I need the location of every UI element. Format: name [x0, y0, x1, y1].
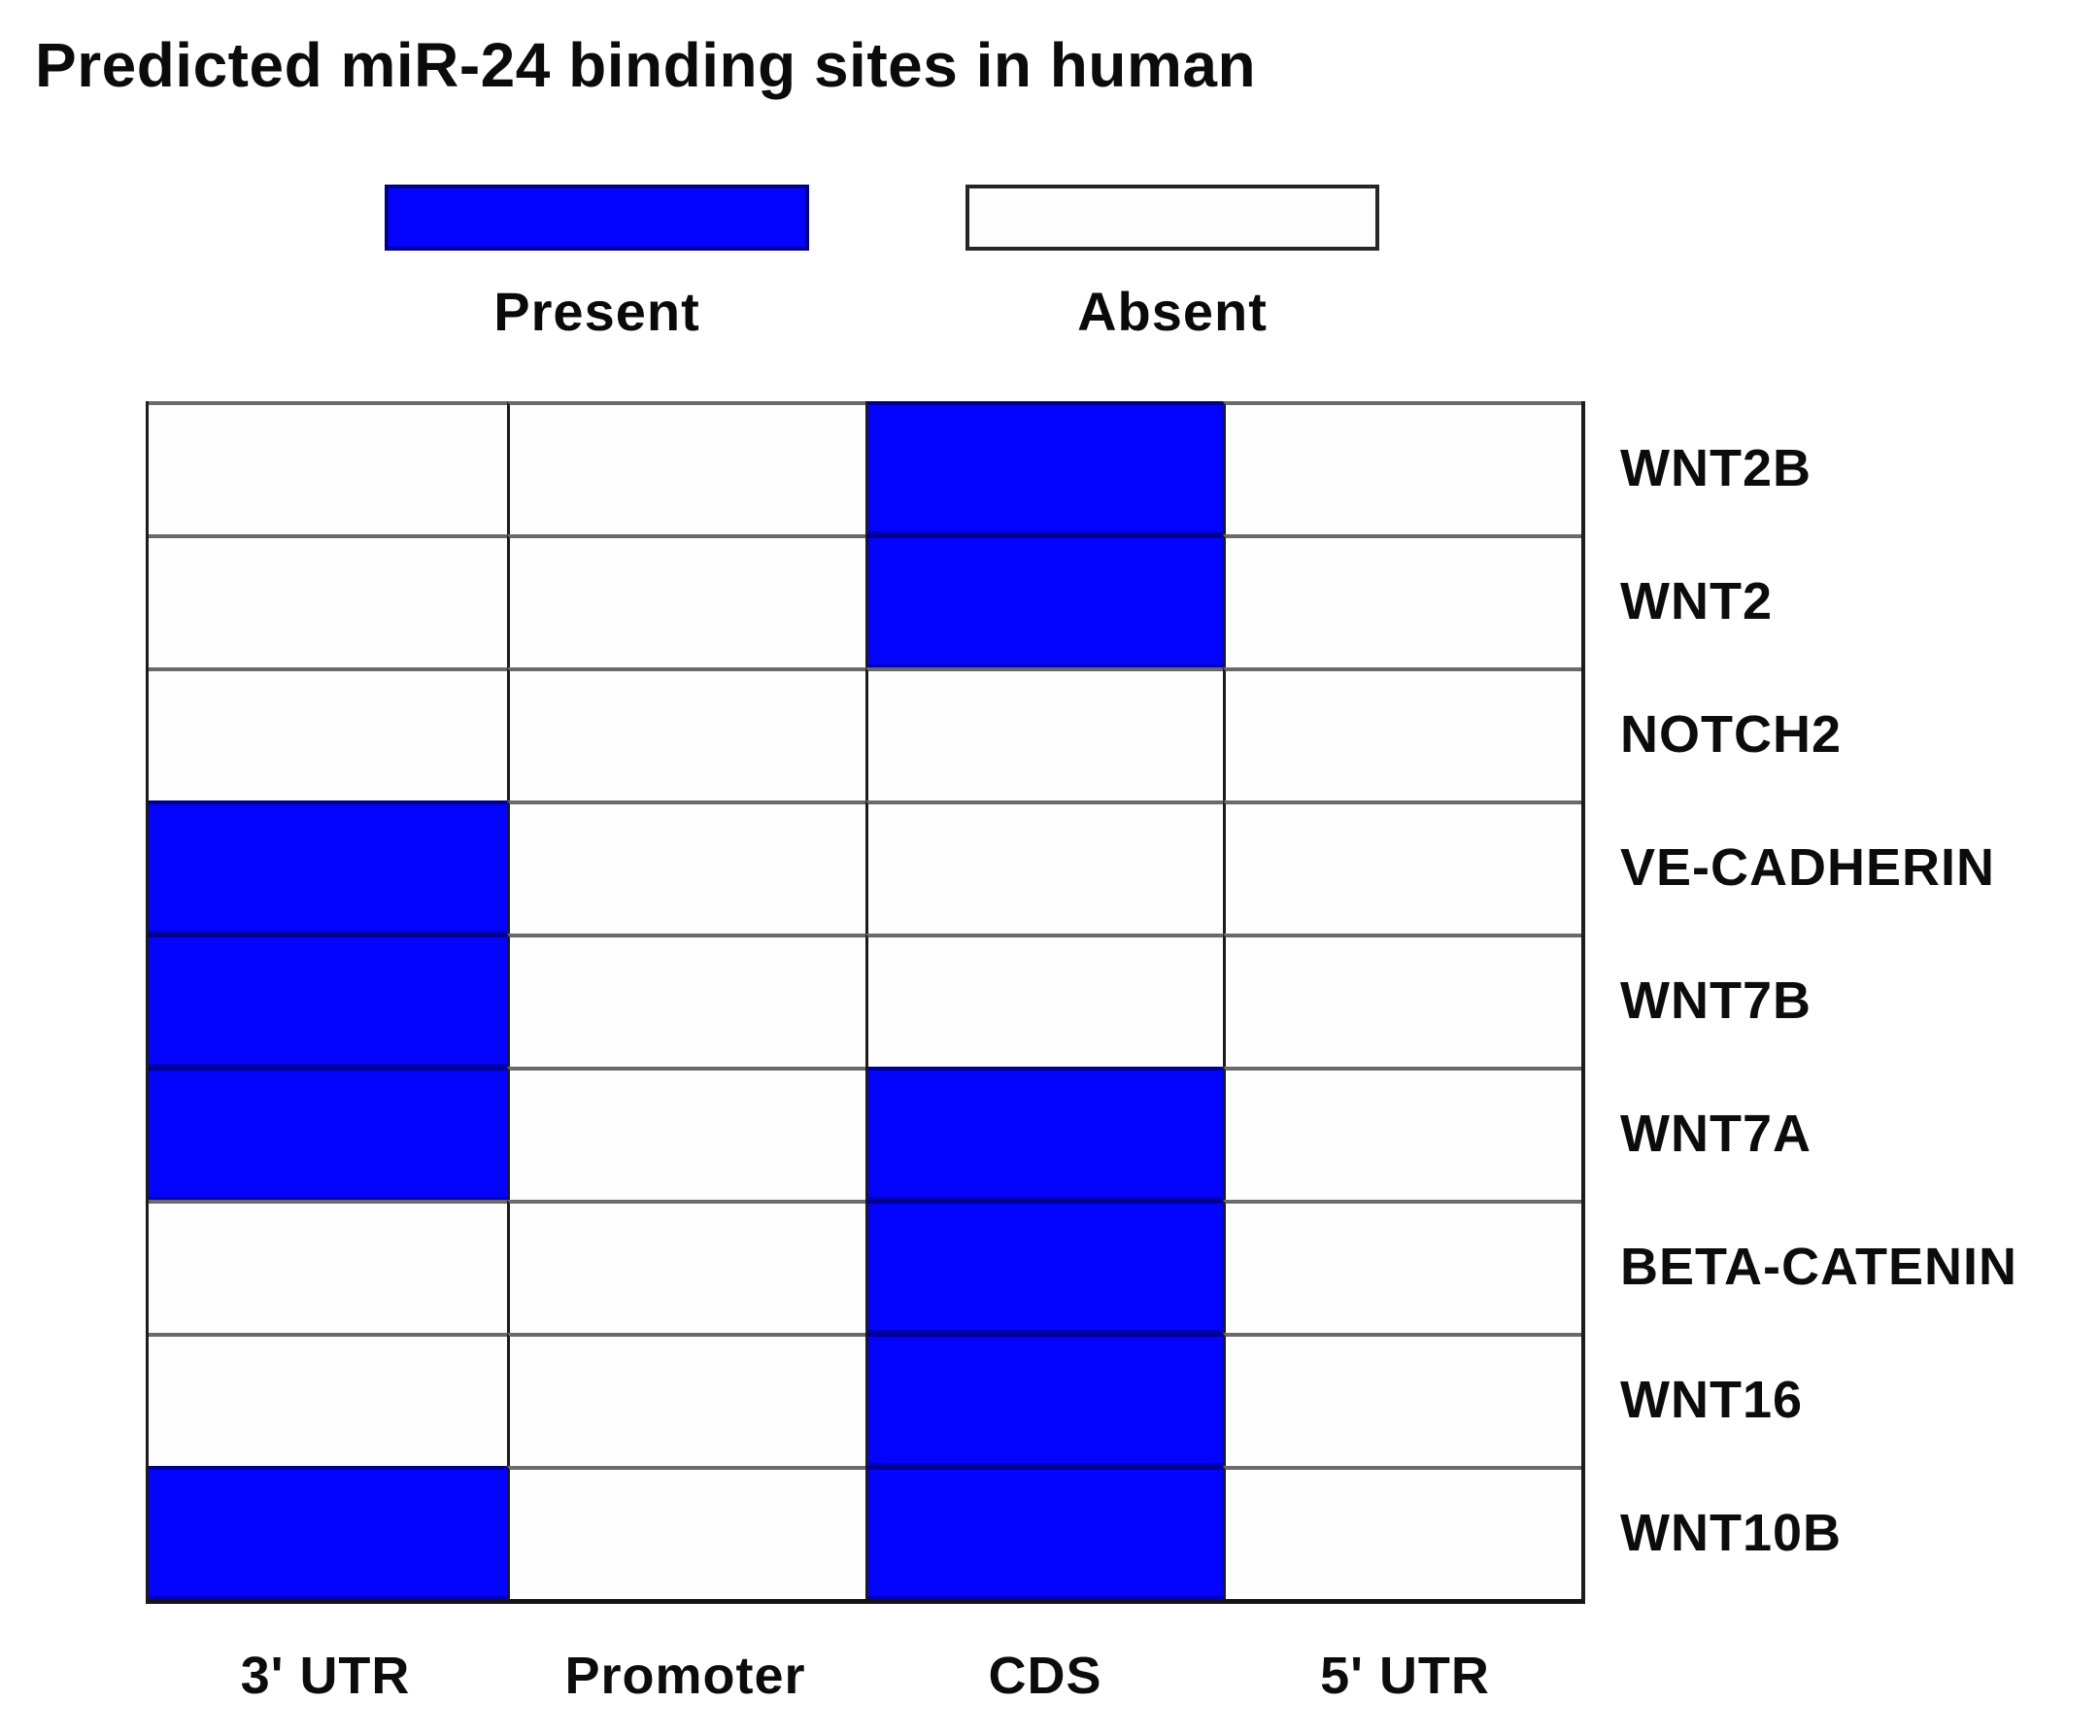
grid-cell-WNT2B-CDS	[864, 401, 1224, 534]
row-label-WNT7A: WNT7A	[1620, 1104, 1812, 1163]
binding-sites-heatmap	[146, 401, 1585, 1604]
legend-absent-label: Absent	[1077, 281, 1268, 342]
row-label-WNT2: WNT2	[1620, 571, 1773, 630]
page-title: Predicted miR-24 binding sites in human	[35, 30, 1257, 100]
grid-cell-WNT2-3' UTR	[149, 534, 507, 667]
grid-cell-WNT16-CDS	[864, 1333, 1224, 1466]
grid-cell-WNT2B-3' UTR	[149, 401, 507, 534]
grid-cell-WNT16-5' UTR	[1223, 1333, 1581, 1466]
grid-cell-WNT7A-3' UTR	[149, 1067, 507, 1200]
legend-absent-swatch	[965, 185, 1379, 251]
grid-cell-WNT10B-5' UTR	[1223, 1466, 1581, 1599]
grid-cell-WNT7A-Promoter	[506, 1067, 865, 1200]
grid-cell-WNT2-5' UTR	[1223, 534, 1581, 667]
grid-cell-NOTCH2-5' UTR	[1223, 667, 1581, 800]
grid-cell-WNT2B-Promoter	[506, 401, 865, 534]
col-label-CDS: CDS	[988, 1647, 1102, 1705]
row-label-WNT2B: WNT2B	[1620, 438, 1812, 497]
grid-cell-NOTCH2-CDS	[864, 667, 1224, 800]
row-label-WNT7B: WNT7B	[1620, 970, 1812, 1030]
grid-cell-WNT10B-3' UTR	[149, 1466, 507, 1599]
grid-cell-WNT16-3' UTR	[149, 1333, 507, 1466]
grid-cell-WNT7B-5' UTR	[1223, 934, 1581, 1067]
grid-cell-WNT2B-5' UTR	[1223, 401, 1581, 534]
grid-cell-NOTCH2-3' UTR	[149, 667, 507, 800]
grid-cell-VE-CADHERIN-3' UTR	[149, 800, 507, 934]
grid-cell-VE-CADHERIN-Promoter	[506, 800, 865, 934]
col-label-3' UTR: 3' UTR	[240, 1647, 411, 1705]
grid-cell-NOTCH2-Promoter	[506, 667, 865, 800]
grid-cell-WNT2-CDS	[864, 534, 1224, 667]
row-label-BETA-CATENIN: BETA-CATENIN	[1620, 1237, 2017, 1296]
grid-cell-VE-CADHERIN-CDS	[864, 800, 1224, 934]
row-label-NOTCH2: NOTCH2	[1620, 704, 1843, 764]
grid-cell-VE-CADHERIN-5' UTR	[1223, 800, 1581, 934]
col-label-5' UTR: 5' UTR	[1320, 1647, 1490, 1705]
col-label-Promoter: Promoter	[564, 1647, 806, 1705]
grid-cell-WNT7B-Promoter	[506, 934, 865, 1067]
grid-cell-BETA-CATENIN-3' UTR	[149, 1200, 507, 1333]
grid-cell-WNT7B-CDS	[864, 934, 1224, 1067]
grid-cell-BETA-CATENIN-CDS	[864, 1200, 1224, 1333]
grid-cell-WNT7B-3' UTR	[149, 934, 507, 1067]
grid-cell-BETA-CATENIN-Promoter	[506, 1200, 865, 1333]
legend-present-swatch	[385, 185, 809, 251]
row-label-WNT16: WNT16	[1620, 1370, 1804, 1429]
legend-present-label: Present	[493, 281, 700, 342]
grid-cell-WNT7A-CDS	[864, 1067, 1224, 1200]
row-label-WNT10B: WNT10B	[1620, 1503, 1843, 1562]
grid-cell-WNT16-Promoter	[506, 1333, 865, 1466]
grid-cell-WNT10B-CDS	[864, 1466, 1224, 1599]
grid-cell-WNT7A-5' UTR	[1223, 1067, 1581, 1200]
grid-cell-WNT10B-Promoter	[506, 1466, 865, 1599]
grid-cell-WNT2-Promoter	[506, 534, 865, 667]
grid-cell-BETA-CATENIN-5' UTR	[1223, 1200, 1581, 1333]
row-label-VE-CADHERIN: VE-CADHERIN	[1620, 837, 1996, 897]
